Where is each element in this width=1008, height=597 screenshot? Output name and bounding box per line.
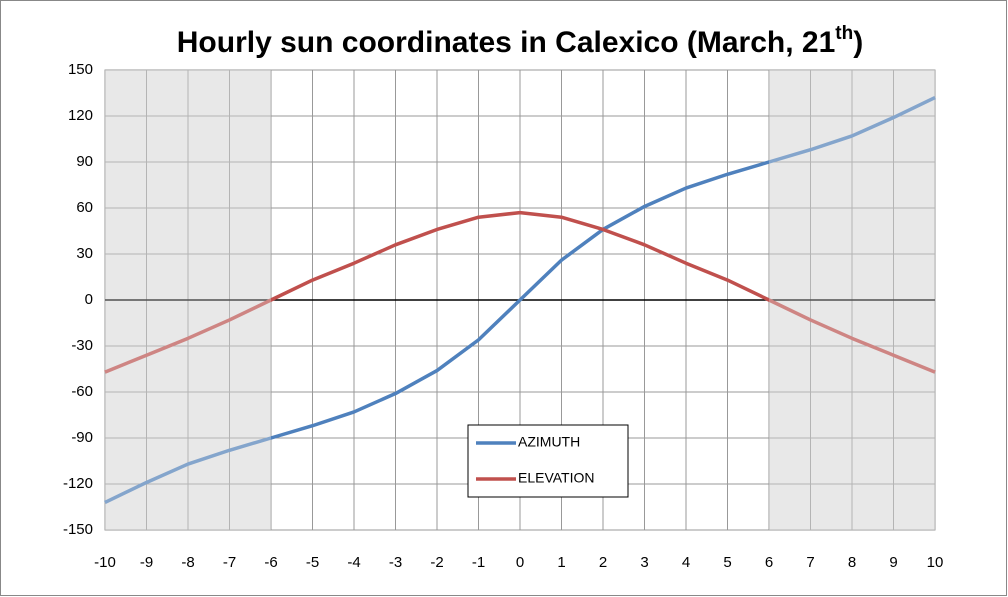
y-tick-label: 0 — [85, 291, 93, 308]
title-text: Hourly sun coordinates in Calexico (Marc… — [177, 26, 836, 59]
title-superscript: th — [835, 23, 853, 44]
x-tick-label: -7 — [223, 554, 236, 571]
x-tick-label: 5 — [723, 554, 731, 571]
x-tick-label: -3 — [389, 554, 402, 571]
x-tick-label: 9 — [889, 554, 897, 571]
x-tick-label: -6 — [264, 554, 277, 571]
x-tick-label: -1 — [472, 554, 485, 571]
x-tick-label: -5 — [306, 554, 319, 571]
shaded-overlay — [769, 70, 935, 530]
x-tick-label: 8 — [848, 554, 856, 571]
x-tick-label: -9 — [140, 554, 153, 571]
x-tick-label: -2 — [430, 554, 443, 571]
y-tick-label: -150 — [63, 521, 93, 538]
y-tick-label: 60 — [76, 199, 93, 216]
legend-label: ELEVATION — [518, 470, 595, 486]
y-tick-label: -60 — [71, 383, 93, 400]
chart-title: Hourly sun coordinates in Calexico (Marc… — [177, 23, 863, 59]
x-tick-label: 7 — [806, 554, 814, 571]
y-tick-label: 90 — [76, 153, 93, 170]
x-tick-label: -8 — [181, 554, 194, 571]
x-tick-label: 10 — [927, 554, 944, 571]
x-tick-label: 0 — [516, 554, 524, 571]
y-tick-label: -30 — [71, 337, 93, 354]
y-tick-label: 150 — [68, 61, 93, 78]
x-tick-label: 6 — [765, 554, 773, 571]
y-tick-label: 120 — [68, 107, 93, 124]
title-end: ) — [853, 26, 863, 59]
x-tick-label: 3 — [640, 554, 648, 571]
y-tick-label: 30 — [76, 245, 93, 262]
x-tick-label: 4 — [682, 554, 690, 571]
x-tick-label: -4 — [347, 554, 360, 571]
x-tick-label: 1 — [557, 554, 565, 571]
y-tick-label: -120 — [63, 475, 93, 492]
series-line — [104, 96, 936, 504]
shaded-overlay — [105, 70, 271, 530]
y-tick-label: -90 — [71, 429, 93, 446]
legend-box — [467, 424, 629, 498]
legend-label: AZIMUTH — [518, 434, 580, 450]
series-line — [104, 210, 936, 374]
x-tick-label: 2 — [599, 554, 607, 571]
x-tick-label: -10 — [94, 554, 116, 571]
